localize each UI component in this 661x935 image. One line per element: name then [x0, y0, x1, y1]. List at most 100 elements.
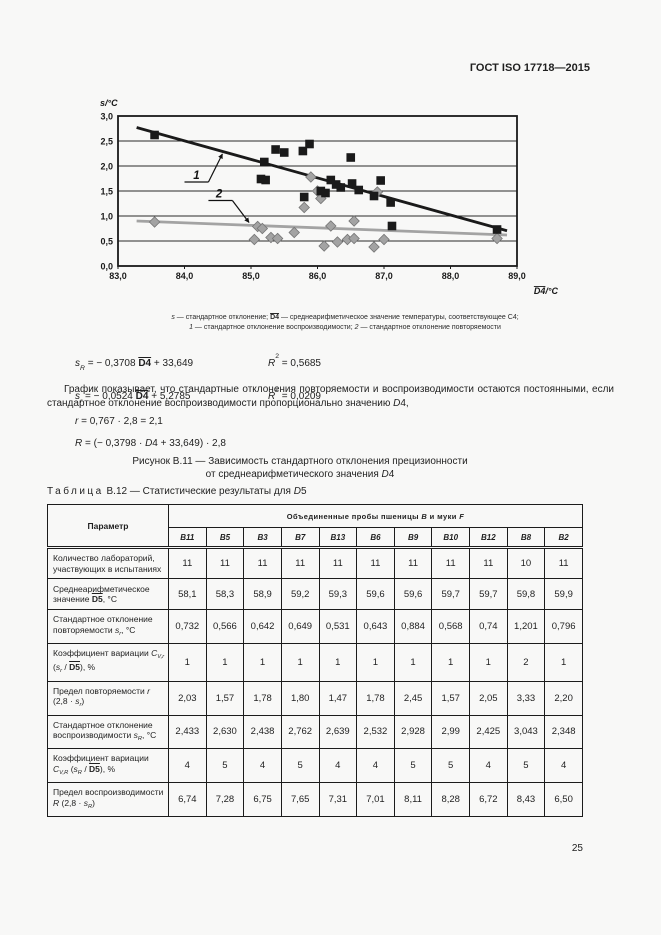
table-cell: 5 — [506, 748, 546, 784]
y-axis-ticks: 0,0 0,5 1,0 1,5 2,0 2,5 3,0 — [100, 112, 113, 272]
text-fragment: r — [60, 668, 63, 675]
text-fragment: R — [77, 769, 82, 776]
text-fragment: / — [81, 763, 90, 774]
data-point-diamond — [148, 216, 161, 228]
text-fragment: 5 — [300, 486, 307, 497]
svg-text:86,0: 86,0 — [309, 271, 327, 281]
table-cell: 8,11 — [393, 782, 433, 818]
table-cell: 1,47 — [318, 680, 358, 716]
table-cell: 1 — [280, 642, 320, 682]
table-cell: 59,9 — [544, 578, 583, 610]
table-cell: 2,928 — [393, 714, 433, 750]
equation-sr-lhs: sr = − 0,0524 D4 + 5,2785 — [75, 386, 268, 412]
svg-text:84,0: 84,0 — [176, 271, 194, 281]
table-cell: 4 — [168, 748, 207, 784]
table-cell: 2,639 — [318, 714, 358, 750]
table-cell: 58,9 — [243, 578, 282, 610]
text-fragment: R — [268, 357, 276, 369]
table-cell: 7,01 — [356, 782, 395, 818]
text-fragment: r — [119, 630, 122, 637]
equation-sr-r2: R2 = 0,0209 — [268, 386, 321, 402]
text-fragment: r — [75, 416, 79, 427]
table-col-header: B11 — [168, 527, 207, 549]
text-fragment: s — [171, 314, 175, 321]
table-cell: 0,531 — [318, 609, 358, 644]
text-fragment: s — [75, 696, 80, 707]
data-point-diamond — [265, 231, 277, 244]
text-fragment: = − 0,0524 — [82, 390, 136, 402]
table-row: Коэффициент вариации CV,R (sR / D5), % 4 5… — [47, 748, 583, 784]
figure-caption: Рисунок В.11 — Зависимость стандартного … — [30, 455, 570, 481]
text-fragment: 1 — [189, 324, 193, 331]
text-fragment: = 0,767 · 2,8 = 2,1 — [78, 416, 163, 427]
svg-text:2: 2 — [215, 189, 223, 201]
table-cell: 0,642 — [243, 609, 282, 644]
text-fragment: / — [62, 662, 70, 673]
table-cell: 5 — [205, 748, 245, 784]
table-cell: 5 — [280, 748, 320, 784]
table-cell: 4 — [318, 748, 358, 784]
table-cell: 11 — [356, 547, 395, 579]
table-cell: 0,732 — [168, 609, 207, 644]
text-fragment: 4 + 33,649) · 2,8 — [152, 437, 226, 449]
text-fragment: — стандартное отклонение; — [174, 314, 271, 321]
text-fragment: 2 — [354, 324, 359, 331]
text-fragment: (2,8 · — [59, 797, 84, 808]
figure-caption-line-1: Рисунок В.11 — Зависимость стандартного … — [30, 455, 570, 468]
text-fragment: R — [75, 437, 83, 449]
figure-note-line-2: 1 — стандартное отклонение воспроизводим… — [50, 323, 640, 333]
text-fragment: Объединенные пробы пшеницы — [286, 511, 422, 521]
text-fragment: s — [114, 624, 120, 635]
text-fragment: Таблица — [47, 486, 104, 497]
text-fragment: Предел повторяемости — [53, 685, 148, 696]
text-fragment: ( — [53, 662, 56, 673]
data-point-square — [354, 185, 364, 195]
text-fragment: от среднеарифметического значения — [205, 469, 382, 480]
table-cell: 4 — [469, 748, 508, 784]
data-point-square — [316, 186, 326, 196]
data-point-diamond — [256, 222, 269, 235]
table-header: Параметр Объединенные пробы пшеницы B и м… — [47, 504, 583, 549]
svg-text:1,0: 1,0 — [100, 212, 113, 222]
svg-text:85,0: 85,0 — [242, 271, 260, 281]
table-cell: 11 — [469, 547, 508, 579]
text-fragment: s — [83, 797, 88, 808]
text-fragment: , °С — [142, 730, 157, 740]
text-fragment: r — [147, 685, 150, 696]
table-row-label: Предел повторяемости r (2,8 · sr) — [47, 680, 169, 716]
table-col-header: B10 — [431, 527, 470, 549]
table-cell: 59,3 — [318, 578, 358, 610]
table-cell: 7,31 — [318, 782, 358, 818]
text-fragment: Предел воспроизводимости — [53, 787, 164, 798]
table-cell: 6,74 — [168, 782, 207, 818]
table-col-header: B3 — [243, 527, 282, 549]
table-cell: 6,50 — [544, 782, 583, 818]
text-fragment: Рисунок В.11 — Зависимость стандартного … — [132, 456, 468, 467]
table-cell: 6,75 — [243, 782, 282, 818]
series-points-2 — [148, 171, 503, 253]
equation-sR-lhs: sR = − 0,3708 D4 + 33,649 — [75, 353, 268, 379]
data-point-square — [326, 175, 336, 185]
data-point-diamond — [378, 233, 390, 246]
table-cell: 0,643 — [356, 609, 395, 644]
data-point-diamond — [348, 232, 360, 245]
table-row-label: Предел воспроизводимости R (2,8 · sR) — [47, 782, 169, 818]
text-fragment: D5 — [89, 763, 100, 774]
text-fragment: + 5,2785 — [148, 390, 191, 402]
text-fragment: = − 0,3708 — [84, 357, 139, 369]
data-point-square — [150, 130, 159, 140]
data-point-diamond — [288, 226, 300, 239]
table-row-label: Коэффициент вариации CV,r (sr / D5), % — [47, 642, 169, 682]
text-fragment: s — [75, 357, 80, 369]
data-point-square — [386, 198, 395, 207]
text-fragment: r — [80, 397, 83, 405]
trend-line-1 — [136, 126, 508, 233]
text-fragment: V,R — [59, 769, 69, 776]
data-point-square — [346, 153, 356, 162]
table-group-header: Объединенные пробы пшеницы B и муки F — [168, 504, 583, 528]
table-row: Предел повторяемости r (2,8 · sr) 2,03 1,5… — [47, 680, 583, 716]
table-cell: 2,05 — [469, 680, 508, 716]
data-point-diamond — [271, 232, 284, 245]
text-fragment: ( — [68, 763, 74, 774]
table-param-header: Параметр — [47, 504, 169, 549]
